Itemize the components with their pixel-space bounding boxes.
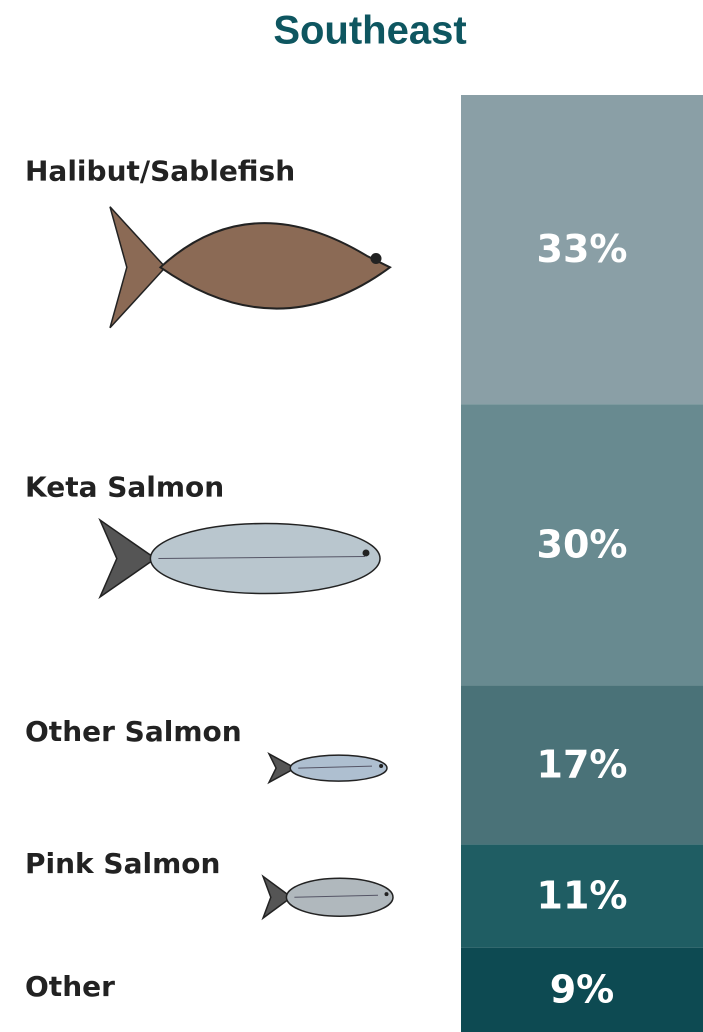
fish-eye [371, 253, 382, 264]
fish-body [160, 223, 390, 308]
value-label: 17% [537, 742, 628, 786]
value-label: 11% [537, 874, 628, 918]
fish-illustration [110, 207, 390, 328]
chart: Southeast 33% Halibut/Sablefish 30% Keta Sa… [0, 0, 703, 1032]
value-label: 33% [537, 227, 628, 271]
fish-illustration [100, 520, 380, 597]
fish-illustration [269, 754, 387, 783]
fish-eye [363, 549, 370, 556]
value-label: 9% [550, 967, 615, 1011]
value-label: 30% [537, 522, 628, 566]
category-label: Keta Salmon [25, 471, 224, 504]
fish-eye [385, 892, 389, 896]
category-label: Other Salmon [25, 715, 242, 748]
category-label: Halibut/Sablefish [25, 154, 295, 187]
fish-tail [110, 207, 165, 328]
fish-tail [100, 520, 155, 597]
category-label: Pink Salmon [25, 847, 220, 880]
category-label: Other [25, 970, 115, 1003]
chart-title: Southeast [273, 9, 466, 53]
fish-illustration [263, 876, 393, 918]
fish-eye [379, 764, 383, 768]
